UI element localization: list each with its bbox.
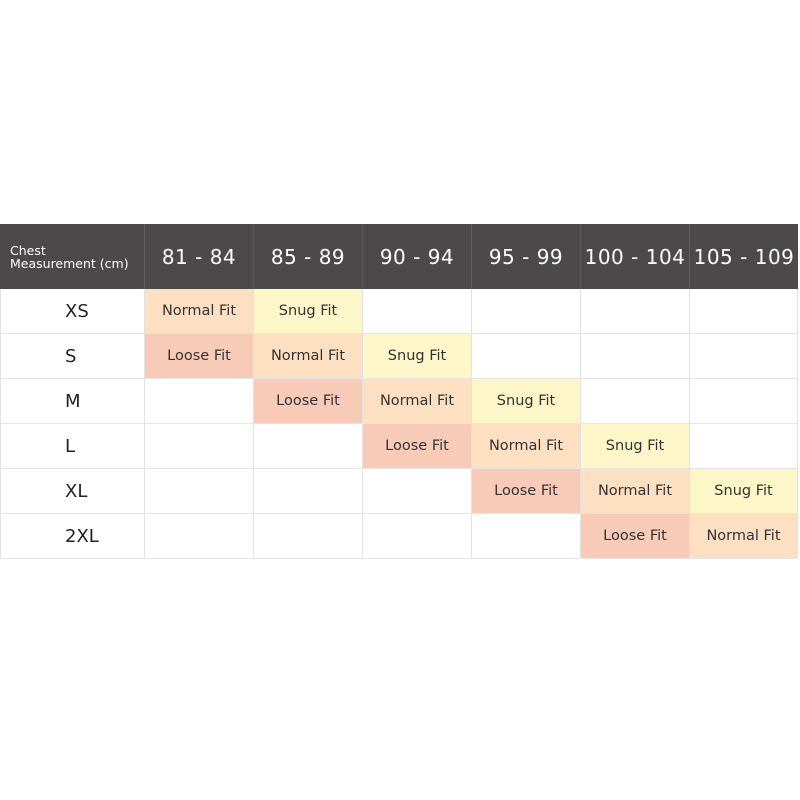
fit-cell: Normal Fit bbox=[144, 289, 253, 334]
range-header: 90 - 94 bbox=[362, 224, 471, 289]
table-row: S Loose Fit Normal Fit Snug Fit bbox=[0, 334, 798, 379]
fit-cell: Snug Fit bbox=[362, 334, 471, 379]
empty-cell bbox=[471, 334, 580, 379]
fit-cell: Loose Fit bbox=[144, 334, 253, 379]
header-row: Chest Measurement (cm) 81 - 84 85 - 89 9… bbox=[0, 224, 798, 289]
table-row: L Loose Fit Normal Fit Snug Fit bbox=[0, 424, 798, 469]
fit-cell: Normal Fit bbox=[471, 424, 580, 469]
chest-measurement-label: Chest Measurement (cm) bbox=[10, 242, 129, 271]
empty-cell bbox=[580, 379, 689, 424]
table-row: 2XL Loose Fit Normal Fit bbox=[0, 514, 798, 559]
size-label: 2XL bbox=[0, 514, 144, 559]
range-header: 81 - 84 bbox=[144, 224, 253, 289]
range-header: 85 - 89 bbox=[253, 224, 362, 289]
table-body: XS Normal Fit Snug Fit S Loose Fit Normal Fit… bbox=[0, 289, 798, 559]
empty-cell bbox=[471, 289, 580, 334]
empty-cell bbox=[362, 289, 471, 334]
fit-cell: Loose Fit bbox=[362, 424, 471, 469]
range-header: 95 - 99 bbox=[471, 224, 580, 289]
fit-cell: Snug Fit bbox=[580, 424, 689, 469]
fit-cell: Snug Fit bbox=[253, 289, 362, 334]
empty-cell bbox=[144, 469, 253, 514]
range-header: 100 - 104 bbox=[580, 224, 689, 289]
size-label: M bbox=[0, 379, 144, 424]
fit-cell: Loose Fit bbox=[580, 514, 689, 559]
fit-cell: Normal Fit bbox=[689, 514, 798, 559]
range-header: 105 - 109 bbox=[689, 224, 798, 289]
table-row: M Loose Fit Normal Fit Snug Fit bbox=[0, 379, 798, 424]
empty-cell bbox=[471, 514, 580, 559]
empty-cell bbox=[689, 289, 798, 334]
empty-cell bbox=[144, 514, 253, 559]
empty-cell bbox=[689, 424, 798, 469]
empty-cell bbox=[144, 379, 253, 424]
fit-cell: Loose Fit bbox=[471, 469, 580, 514]
size-label: S bbox=[0, 334, 144, 379]
empty-cell bbox=[144, 424, 253, 469]
size-label: L bbox=[0, 424, 144, 469]
empty-cell bbox=[253, 469, 362, 514]
fit-cell: Normal Fit bbox=[253, 334, 362, 379]
fit-cell: Normal Fit bbox=[362, 379, 471, 424]
empty-cell bbox=[580, 289, 689, 334]
empty-cell bbox=[362, 514, 471, 559]
size-label: XL bbox=[0, 469, 144, 514]
table-row: XS Normal Fit Snug Fit bbox=[0, 289, 798, 334]
empty-cell bbox=[253, 424, 362, 469]
empty-cell bbox=[253, 514, 362, 559]
fit-cell: Snug Fit bbox=[471, 379, 580, 424]
table-row: XL Loose Fit Normal Fit Snug Fit bbox=[0, 469, 798, 514]
empty-cell bbox=[689, 379, 798, 424]
empty-cell bbox=[689, 334, 798, 379]
fit-cell: Snug Fit bbox=[689, 469, 798, 514]
fit-cell: Loose Fit bbox=[253, 379, 362, 424]
empty-cell bbox=[362, 469, 471, 514]
size-label: XS bbox=[0, 289, 144, 334]
fit-cell: Normal Fit bbox=[580, 469, 689, 514]
size-chart-table: Chest Measurement (cm) 81 - 84 85 - 89 9… bbox=[0, 224, 798, 559]
empty-cell bbox=[580, 334, 689, 379]
